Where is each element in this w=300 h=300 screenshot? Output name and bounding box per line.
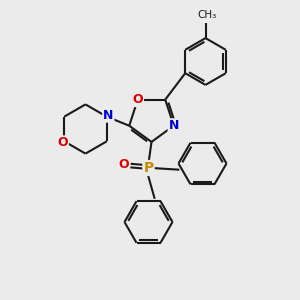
Text: O: O (118, 158, 129, 172)
Text: O: O (132, 93, 143, 106)
Text: O: O (57, 136, 68, 149)
Text: N: N (103, 109, 113, 122)
Text: N: N (169, 119, 179, 132)
Text: P: P (143, 161, 154, 175)
Text: CH₃: CH₃ (197, 10, 217, 20)
